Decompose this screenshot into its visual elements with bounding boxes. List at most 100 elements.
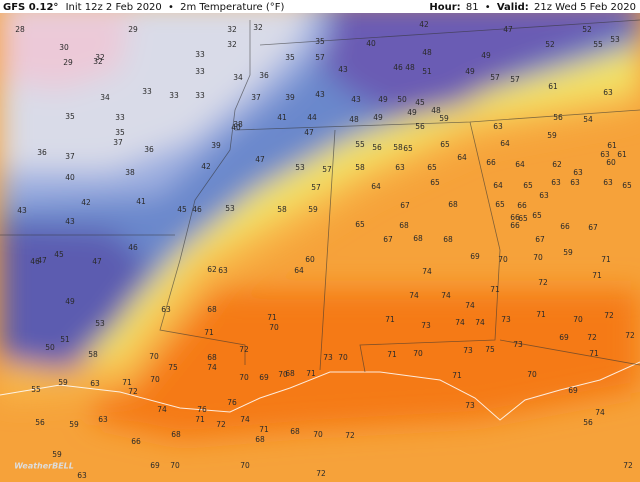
temperature-label: 70	[240, 461, 250, 470]
temperature-label: 71	[536, 310, 546, 319]
temperature-label: 49	[65, 297, 75, 306]
temperature-label: 72	[128, 387, 138, 396]
temperature-label: 63	[90, 379, 100, 388]
temperature-label: 69	[568, 386, 578, 395]
temperature-label: 43	[17, 206, 27, 215]
temperature-label: 41	[136, 197, 146, 206]
temperature-label: 55	[31, 385, 41, 394]
temperature-label: 40	[65, 173, 75, 182]
temperature-label: 35	[65, 112, 75, 121]
temperature-label: 43	[65, 217, 75, 226]
temperature-label: 47	[503, 25, 513, 34]
temperature-label: 59	[439, 114, 449, 123]
hour-label: Hour:	[429, 2, 460, 13]
temperature-label: 29	[128, 25, 138, 34]
temperature-label: 45	[177, 205, 187, 214]
temperature-label: 52	[582, 25, 592, 34]
temperature-label: 71	[452, 371, 462, 380]
temperature-label: 47	[92, 257, 102, 266]
temperature-label: 70	[338, 353, 348, 362]
temperature-label: 74	[240, 415, 250, 424]
temperature-label: 43	[351, 95, 361, 104]
temperature-label: 66	[486, 158, 496, 167]
temperature-label: 74	[595, 408, 605, 417]
temperature-label: 70	[313, 430, 323, 439]
temperature-label: 33	[195, 67, 205, 76]
temperature-label: 30	[59, 43, 69, 52]
temperature-label: 37	[113, 138, 123, 147]
temperature-label: 72	[239, 345, 249, 354]
temperature-label: 71	[267, 313, 277, 322]
temperature-label: 59	[58, 378, 68, 387]
temperature-label: 59	[69, 420, 79, 429]
temperature-label: 67	[383, 235, 393, 244]
temperature-label: 65	[403, 144, 413, 153]
temperature-label: 40	[366, 39, 376, 48]
temperature-label: 51	[60, 335, 70, 344]
temperature-label: 72	[216, 420, 226, 429]
temperature-label: 64	[294, 266, 304, 275]
temperature-label: 69	[259, 373, 269, 382]
temperature-label: 49	[407, 108, 417, 117]
temperature-label: 56	[553, 113, 563, 122]
temperature-label: 38	[125, 168, 135, 177]
temperature-label: 50	[397, 95, 407, 104]
temperature-label: 51	[422, 67, 432, 76]
temperature-label: 66	[510, 221, 520, 230]
temperature-label: 74	[409, 291, 419, 300]
temperature-label: 56	[35, 418, 45, 427]
temperature-label: 34	[100, 93, 110, 102]
temperature-label: 57	[322, 165, 332, 174]
temperature-label: 73	[323, 353, 333, 362]
temperature-label: 37	[251, 93, 261, 102]
temperature-label: 76	[197, 405, 207, 414]
temperature-label: 66	[560, 222, 570, 231]
temperature-label: 55	[593, 40, 603, 49]
temperature-label: 73	[465, 401, 475, 410]
temperature-label: 46	[30, 257, 40, 266]
temperature-label: 70	[278, 370, 288, 379]
temperature-label: 58	[355, 163, 365, 172]
temperature-label: 64	[515, 160, 525, 169]
temperature-label: 40	[231, 123, 241, 132]
temperature-label: 63	[161, 305, 171, 314]
temperature-label: 44	[307, 113, 317, 122]
temperature-label: 59	[308, 205, 318, 214]
temperature-label: 39	[211, 141, 221, 150]
temperature-label: 74	[207, 363, 217, 372]
temperature-label: 70	[573, 315, 583, 324]
temperature-label: 63	[603, 178, 613, 187]
temperature-label: 70	[413, 349, 423, 358]
temperature-label: 65	[440, 140, 450, 149]
temperature-label: 72	[604, 311, 614, 320]
temperature-label: 55	[355, 140, 365, 149]
temperature-label: 60	[305, 255, 315, 264]
separator: •	[168, 2, 174, 13]
temperature-label: 49	[373, 113, 383, 122]
temperature-label: 63	[218, 266, 228, 275]
temperature-label: 61	[607, 141, 617, 150]
temperature-label: 63	[600, 150, 610, 159]
temperature-label: 57	[311, 183, 321, 192]
temperature-label: 74	[455, 318, 465, 327]
field: 2m Temperature (°F)	[180, 2, 284, 13]
temperature-label: 74	[475, 318, 485, 327]
temperature-label: 53	[95, 319, 105, 328]
temperature-label: 75	[485, 345, 495, 354]
temperature-label: 72	[538, 278, 548, 287]
temperature-label: 29	[63, 58, 73, 67]
temperature-label: 68	[285, 369, 295, 378]
temperature-label: 64	[493, 181, 503, 190]
temperature-label: 68	[443, 235, 453, 244]
temperature-label: 36	[144, 145, 154, 154]
temperature-label: 62	[207, 265, 217, 274]
temperature-label: 71	[306, 369, 316, 378]
temperature-label: 56	[415, 122, 425, 131]
temperature-label: 59	[547, 131, 557, 140]
temperature-label: 59	[52, 450, 62, 459]
temperature-label: 48	[349, 115, 359, 124]
temperature-label: 53	[295, 163, 305, 172]
temperature-label: 32	[227, 40, 237, 49]
temperature-label: 56	[583, 418, 593, 427]
